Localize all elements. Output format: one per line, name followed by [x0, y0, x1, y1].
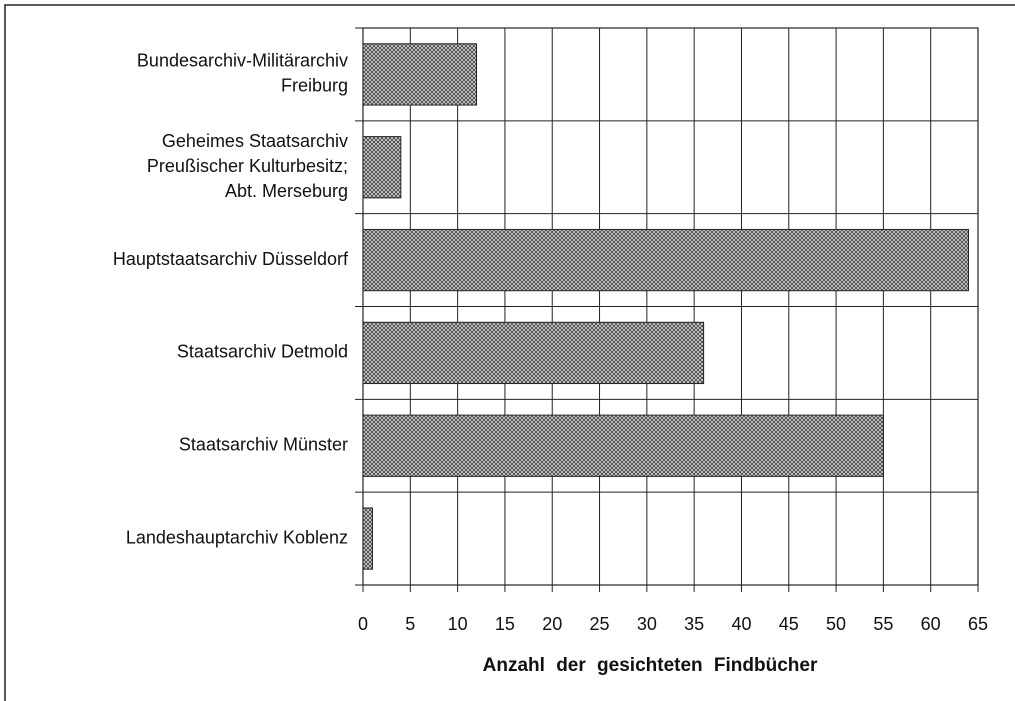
bar: [362, 43, 478, 106]
x-tick-label: 40: [731, 614, 751, 634]
x-tick-label: 55: [873, 614, 893, 634]
y-tick-label: Staatsarchiv Münster: [179, 435, 348, 455]
y-tick-label: Landeshauptarchiv Koblenz: [126, 527, 348, 547]
bar: [362, 321, 705, 385]
x-tick-label: 5: [405, 614, 415, 634]
x-axis-title: Anzahl der gesichteten Findbücher: [483, 655, 818, 676]
x-tick-label: 10: [448, 614, 468, 634]
x-tick-label: 65: [968, 614, 988, 634]
x-tick-label: 60: [921, 614, 941, 634]
x-tick-label: 50: [826, 614, 846, 634]
y-tick-label: Hauptstaatsarchiv Düsseldorf: [113, 249, 349, 269]
x-tick-label: 45: [779, 614, 799, 634]
x-tick-label: 20: [542, 614, 562, 634]
y-tick-label: Abt. Merseburg: [225, 181, 348, 201]
x-tick-label: 25: [590, 614, 610, 634]
bar: [362, 136, 402, 199]
y-tick-label: Freiburg: [281, 76, 348, 96]
x-tick-label: 15: [495, 614, 515, 634]
frame: [4, 4, 1015, 701]
bar: [362, 228, 970, 292]
y-tick-label: Bundesarchiv-Militärarchiv: [137, 51, 348, 71]
bar: [362, 414, 884, 477]
x-tick-label: 0: [358, 614, 368, 634]
y-tick-label: Geheimes Staatsarchiv: [162, 131, 348, 151]
x-tick-label: 30: [637, 614, 657, 634]
y-tick-label: Preußischer Kulturbesitz;: [147, 156, 348, 176]
bar: [362, 507, 373, 570]
y-tick-label: Staatsarchiv Detmold: [177, 342, 348, 362]
x-tick-label: 35: [684, 614, 704, 634]
